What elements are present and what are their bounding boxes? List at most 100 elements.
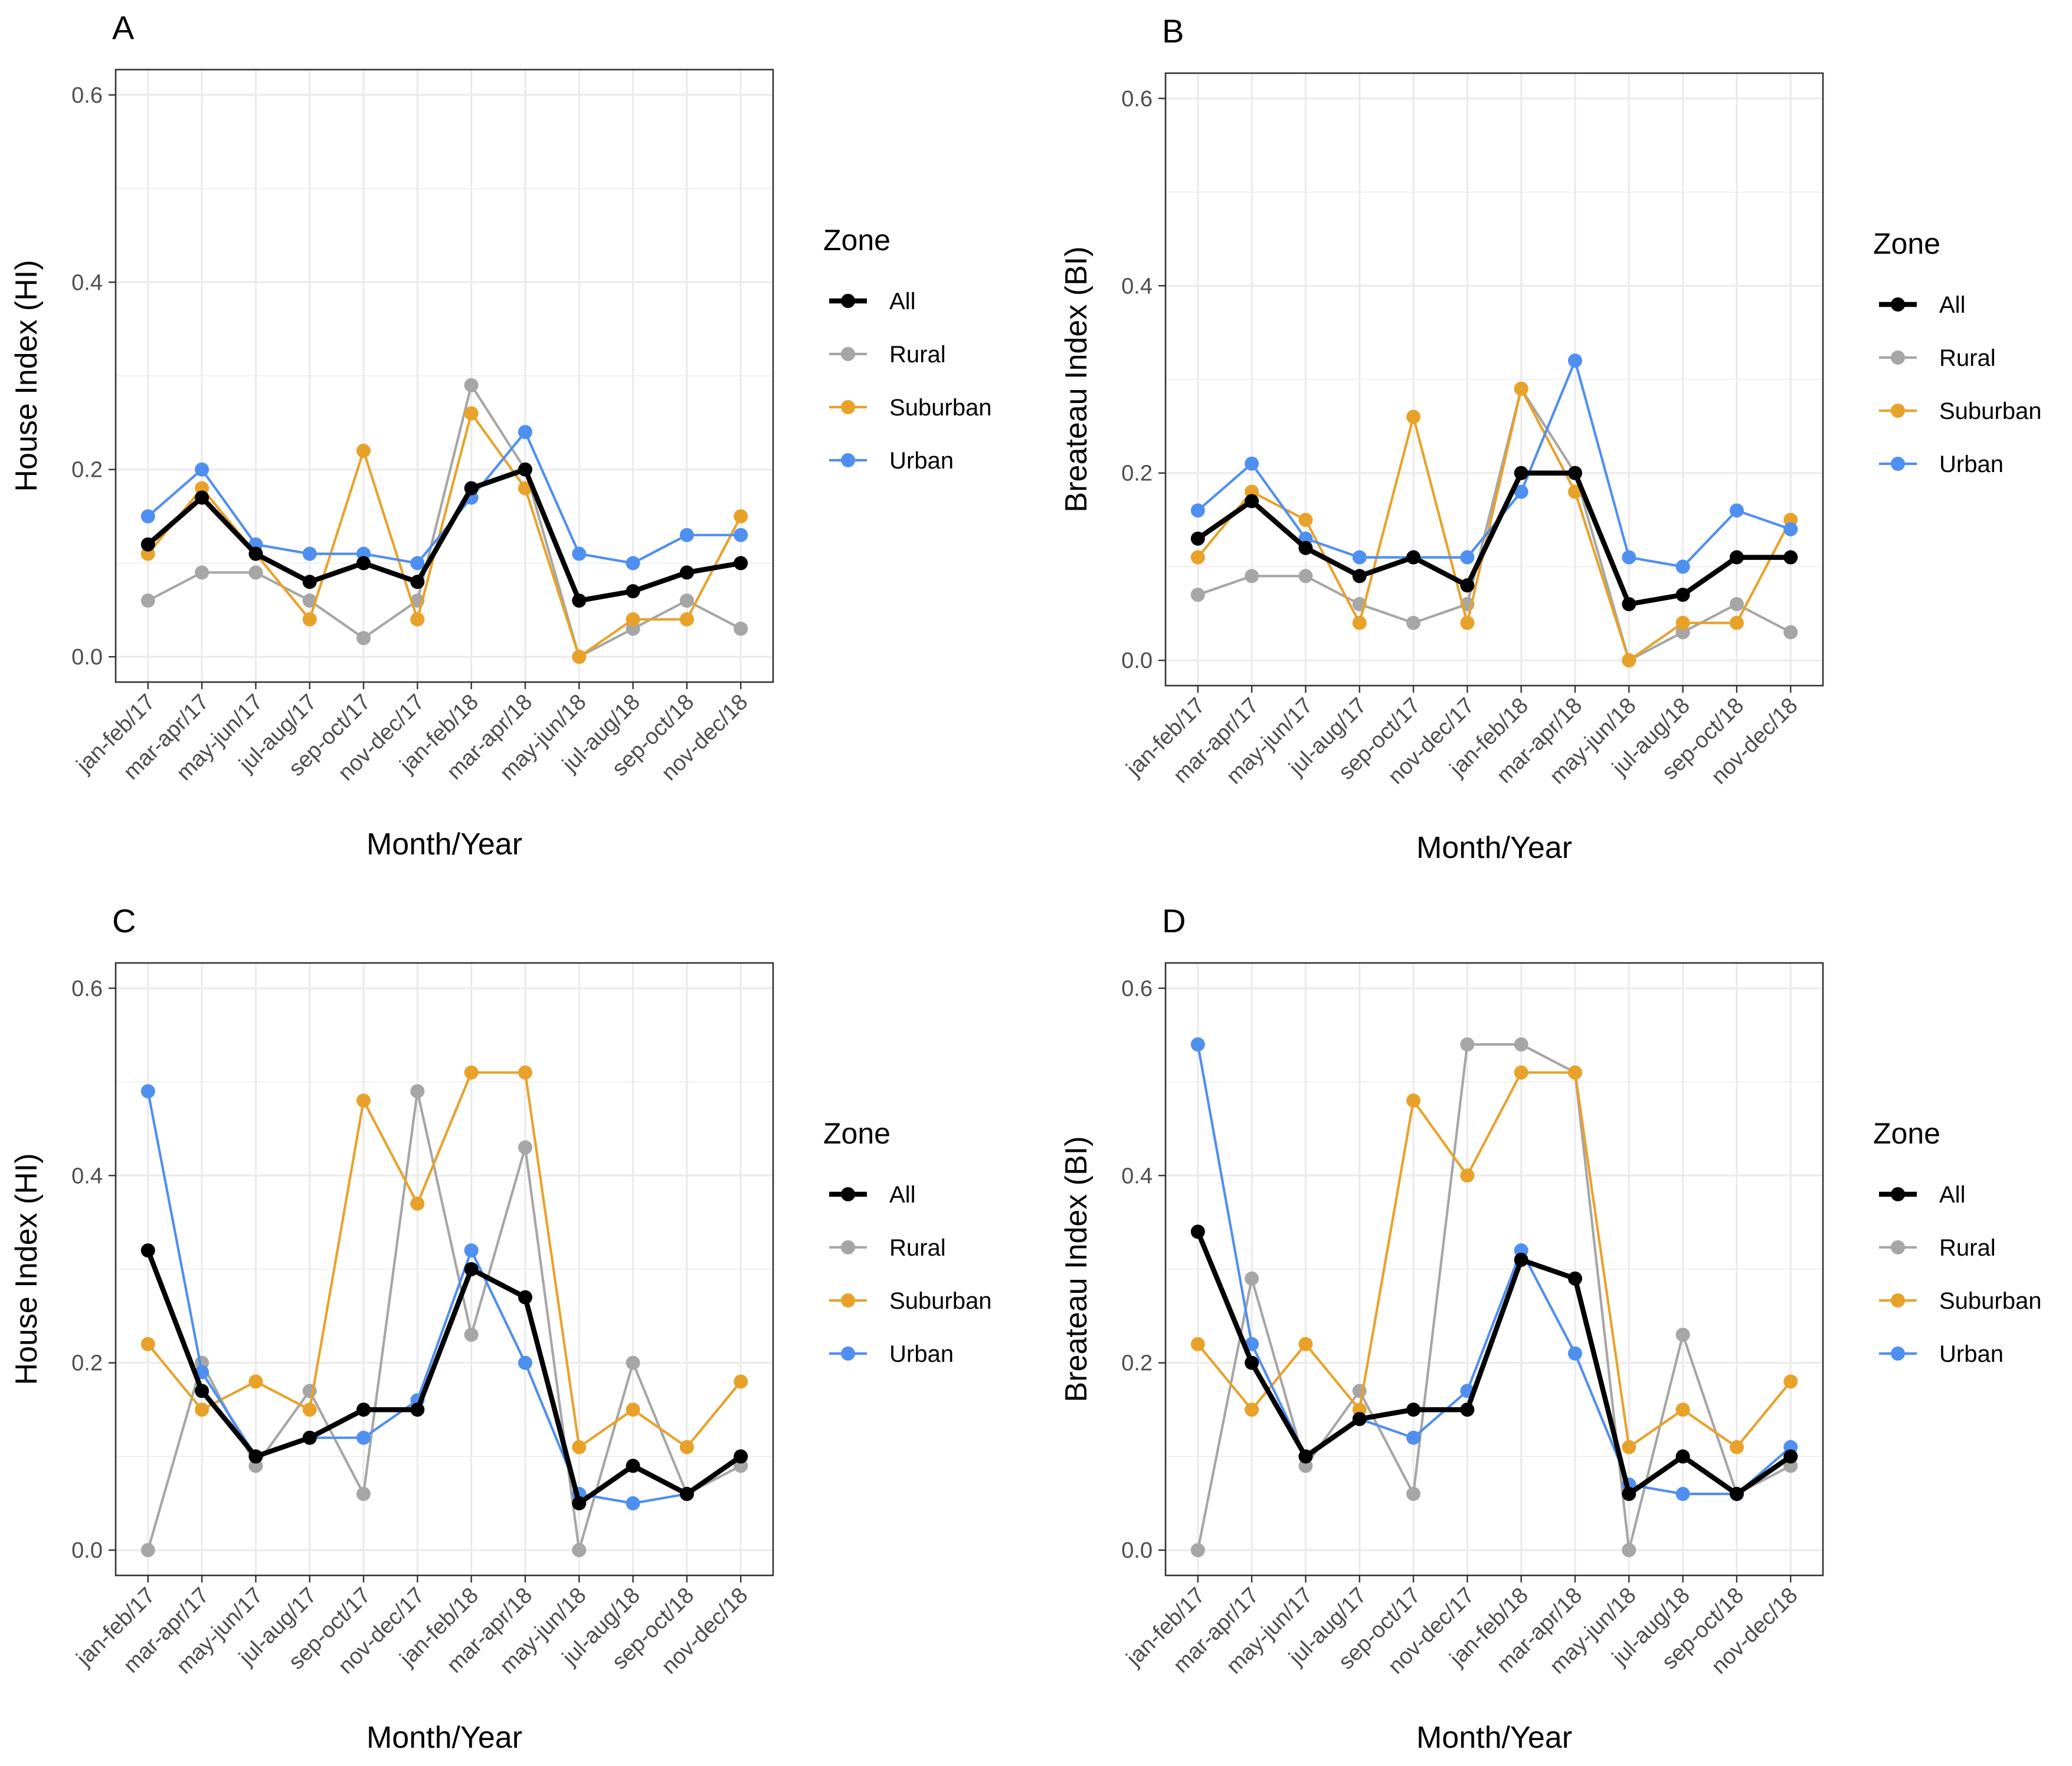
data-point-suburban bbox=[410, 612, 425, 627]
data-point-all bbox=[1622, 1486, 1636, 1501]
data-point-all bbox=[1675, 588, 1690, 602]
legend-item-all: All bbox=[829, 1182, 915, 1208]
data-point-suburban bbox=[679, 1440, 694, 1454]
data-point-suburban bbox=[356, 1093, 371, 1108]
legend-item-urban: Urban bbox=[1879, 451, 2004, 477]
data-point-all bbox=[302, 1430, 317, 1445]
legend-label: All bbox=[1939, 292, 1965, 318]
legend-key-point bbox=[841, 1346, 855, 1361]
data-point-suburban bbox=[734, 509, 748, 524]
data-point-urban bbox=[1190, 503, 1205, 518]
data-point-all bbox=[734, 556, 748, 571]
data-point-urban bbox=[1567, 1346, 1582, 1361]
data-point-all bbox=[1190, 531, 1205, 546]
y-tick-label: 0.2 bbox=[71, 458, 103, 483]
legend-key-point bbox=[1891, 457, 1905, 471]
legend-key-point bbox=[841, 294, 855, 308]
panel-label: C bbox=[112, 902, 136, 939]
legend-label: Rural bbox=[1939, 345, 1996, 371]
data-point-all bbox=[1514, 466, 1528, 480]
series-line-rural bbox=[146, 384, 742, 658]
legend: Zone All Rural Suburban Urban bbox=[823, 224, 991, 474]
panel-label: B bbox=[1162, 12, 1184, 50]
data-point-all bbox=[1622, 597, 1636, 611]
legend-key-point bbox=[841, 1293, 855, 1308]
legend-key-point bbox=[841, 1240, 855, 1254]
data-point-rural bbox=[356, 1486, 371, 1501]
data-point-all bbox=[195, 1384, 210, 1398]
data-point-all bbox=[679, 565, 694, 580]
data-point-urban bbox=[1190, 1037, 1205, 1052]
y-tick-label: 0.4 bbox=[1121, 1164, 1153, 1188]
data-point-urban bbox=[1622, 550, 1636, 565]
data-point-suburban bbox=[572, 650, 587, 664]
data-point-all bbox=[248, 546, 263, 561]
series-urban bbox=[140, 425, 748, 571]
data-point-rural bbox=[464, 378, 479, 392]
data-point-all bbox=[1352, 569, 1367, 584]
data-point-all bbox=[1298, 540, 1313, 555]
series-suburban bbox=[1190, 381, 1798, 668]
data-point-urban bbox=[140, 509, 155, 524]
legend-label: Suburban bbox=[1939, 1288, 2041, 1314]
data-point-urban bbox=[518, 1355, 532, 1370]
plot-frame bbox=[1164, 962, 1824, 1577]
data-point-suburban bbox=[1460, 615, 1475, 630]
y-axis-title: Breateau Index (BI) bbox=[1059, 247, 1094, 513]
legend-key-point bbox=[1891, 1293, 1905, 1308]
legend-label: Suburban bbox=[889, 395, 991, 421]
panel-label: D bbox=[1162, 902, 1186, 939]
data-point-urban bbox=[302, 546, 317, 561]
x-axis-title: Month/Year bbox=[1416, 831, 1572, 865]
data-point-urban bbox=[195, 462, 210, 477]
series-line-all bbox=[1195, 1229, 1793, 1497]
legend-key-point bbox=[1891, 1346, 1905, 1361]
data-point-suburban bbox=[518, 481, 532, 496]
legend-item-urban: Urban bbox=[829, 448, 954, 474]
series-line-all bbox=[145, 1248, 744, 1506]
data-point-suburban bbox=[1245, 1403, 1259, 1417]
series-suburban bbox=[140, 1065, 748, 1454]
legend: Zone All Rural Suburban Urban bbox=[1873, 1117, 2041, 1367]
data-point-suburban bbox=[1190, 550, 1205, 565]
y-tick-label: 0.4 bbox=[1121, 274, 1153, 299]
data-point-all bbox=[464, 481, 479, 496]
data-point-all bbox=[734, 1449, 748, 1464]
legend-item-urban: Urban bbox=[829, 1341, 954, 1367]
legend-key-point bbox=[1891, 350, 1905, 365]
legend-label: All bbox=[889, 289, 915, 314]
data-point-suburban bbox=[1567, 484, 1582, 499]
data-point-all bbox=[1460, 1403, 1475, 1417]
data-point-rural bbox=[356, 631, 371, 646]
plot-frame bbox=[114, 962, 774, 1577]
legend-label: Suburban bbox=[1939, 398, 2041, 424]
legend-item-suburban: Suburban bbox=[1879, 398, 2041, 424]
legend-key-point bbox=[841, 453, 855, 467]
data-point-suburban bbox=[679, 612, 694, 627]
legend-item-all: All bbox=[829, 289, 915, 314]
data-point-suburban bbox=[1352, 615, 1367, 630]
data-point-rural bbox=[1514, 1037, 1528, 1052]
y-axis-title: House Index (HI) bbox=[9, 260, 44, 492]
data-point-all bbox=[1514, 1253, 1528, 1267]
data-point-suburban bbox=[1460, 1168, 1475, 1183]
data-point-suburban bbox=[626, 612, 640, 627]
data-point-suburban bbox=[1514, 1065, 1528, 1080]
data-point-urban bbox=[1675, 1486, 1690, 1501]
data-point-all bbox=[1406, 1403, 1421, 1417]
data-point-all bbox=[626, 1459, 640, 1473]
data-point-all bbox=[1298, 1449, 1313, 1464]
data-point-all bbox=[140, 537, 155, 552]
series-line-rural bbox=[1196, 387, 1792, 662]
series-all bbox=[140, 1243, 748, 1511]
y-tick-label: 0.6 bbox=[1121, 87, 1153, 112]
data-point-urban bbox=[1729, 503, 1744, 518]
data-point-all bbox=[410, 575, 425, 589]
y-axis-title: Breateau Index (BI) bbox=[1059, 1136, 1094, 1403]
legend-label: Rural bbox=[889, 342, 946, 368]
data-point-all bbox=[1783, 550, 1798, 565]
data-point-all bbox=[464, 1262, 479, 1276]
legend-key-point bbox=[1891, 1240, 1905, 1254]
data-point-rural bbox=[1729, 597, 1744, 611]
legend-key-point bbox=[1891, 1187, 1905, 1201]
